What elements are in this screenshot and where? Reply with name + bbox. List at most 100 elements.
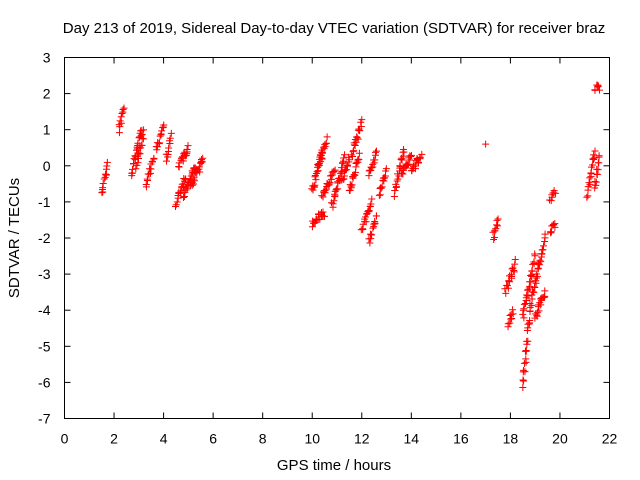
data-point [172,203,180,211]
data-point [520,377,528,385]
data-point [590,154,598,162]
data-point [184,142,192,150]
y-tick-label: -7 [38,411,51,427]
data-point [334,178,342,186]
data-point [416,154,424,162]
data-point [135,149,143,157]
data-point [370,159,378,167]
x-tick-label: 22 [602,431,618,447]
data-point [371,156,379,164]
data-point [368,231,376,239]
data-point [371,219,379,227]
data-point [552,189,560,197]
data-point [586,174,594,182]
y-tick-label: -6 [38,374,51,390]
data-point [594,82,602,90]
y-tick-label: -2 [38,230,51,246]
data-point [519,383,527,391]
data-point [407,151,415,159]
data-point [509,310,517,318]
data-point [418,150,426,158]
data-point [403,162,411,170]
data-point [128,165,136,173]
data-point [352,160,360,168]
data-point [381,174,389,182]
data-point [539,246,547,254]
data-point [183,148,191,156]
data-point [199,154,207,162]
data-point [376,191,384,199]
data-point [373,147,381,155]
data-point [365,235,373,243]
data-point [378,183,386,191]
data-point [331,166,339,174]
x-tick-label: 20 [552,431,568,447]
y-tick-label: -5 [38,338,51,354]
data-point [502,289,510,297]
data-point [178,153,186,161]
data-point [118,110,126,118]
data-point [398,156,406,164]
x-tick-label: 4 [160,431,168,447]
data-point [592,181,600,189]
x-axis-label: GPS time / hours [277,457,391,474]
data-point [367,234,375,242]
data-point [541,287,549,295]
data-point [523,340,531,348]
data-point [584,186,592,194]
data-point [375,191,383,199]
data-point [377,184,385,192]
data-point [138,130,146,138]
x-tick-label: 16 [453,431,469,447]
data-point [594,81,602,89]
data-point [116,123,124,131]
y-tick-label: 2 [43,86,51,102]
x-tick-label: 0 [61,431,69,447]
data-point [547,228,555,236]
data-point [508,272,516,280]
data-point [162,157,170,165]
data-point [345,156,353,164]
data-point [103,162,111,170]
data-point [524,286,532,294]
data-point [583,193,591,201]
data-point [391,187,399,195]
data-point [138,141,146,149]
data-point [527,278,535,286]
data-point [353,134,361,142]
data-point [321,212,329,220]
y-tick-label: -3 [38,266,51,282]
y-tick-label: -1 [38,194,51,210]
data-point [550,220,558,228]
data-point [341,167,349,175]
data-point [351,171,359,179]
data-point [150,154,158,162]
data-point [407,153,415,161]
data-point [351,141,359,149]
data-point [321,189,329,197]
data-point [117,119,125,127]
data-point [101,170,109,178]
data-point [355,149,363,157]
data-point [489,228,497,236]
data-point [311,181,319,189]
data-point [330,167,338,175]
data-point [520,359,528,367]
data-point [369,224,377,232]
data-point [396,164,404,172]
data-point [520,366,528,374]
data-point [541,230,549,238]
data-point [595,152,603,160]
data-point [177,187,185,195]
data-point [521,368,529,376]
data-point [382,165,390,173]
x-tick-label: 8 [259,431,267,447]
data-point [494,215,502,223]
data-point [354,135,362,143]
data-point [367,200,375,208]
data-point [504,323,512,331]
data-point [534,272,542,280]
data-point [312,176,320,184]
data-point [519,376,527,384]
data-point [390,193,398,201]
